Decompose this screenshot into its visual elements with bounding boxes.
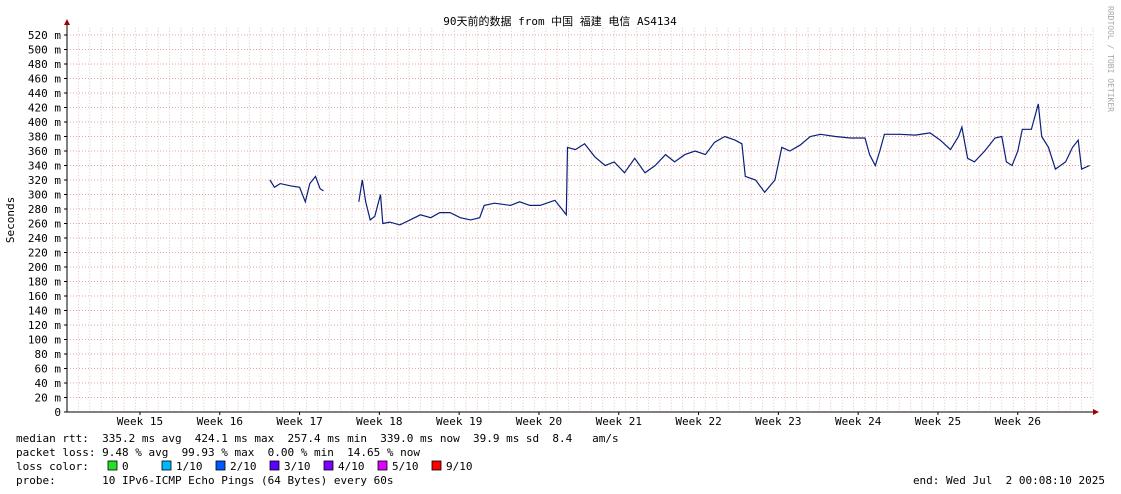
y-tick-label: 520 m [28, 29, 61, 42]
x-tick-label: Week 21 [596, 415, 642, 428]
x-tick-label: Week 18 [356, 415, 402, 428]
series-line [269, 103, 1090, 226]
y-tick-label: 300 m [28, 189, 61, 202]
legend-swatch [215, 460, 226, 471]
y-tick-label: 440 m [28, 87, 61, 100]
x-tick-label: Week 23 [755, 415, 801, 428]
y-tick-label: 320 m [28, 174, 61, 187]
legend-swatch [269, 460, 280, 471]
x-tick-label: Week 15 [117, 415, 163, 428]
y-tick-label: 220 m [28, 247, 61, 260]
legend-swatch [161, 460, 172, 471]
end-line: end: Wed Jul 2 00:08:10 2025 [913, 474, 1105, 487]
y-tick-label: 420 m [28, 102, 61, 115]
y-tick-label: 340 m [28, 160, 61, 173]
y-tick-label: 200 m [28, 261, 61, 274]
y-tick-label: 180 m [28, 276, 61, 289]
y-tick-label: 140 m [28, 305, 61, 318]
legend-swatch [107, 460, 118, 471]
y-tick-label: 120 m [28, 319, 61, 332]
x-tick-label: Week 25 [915, 415, 961, 428]
x-tick-label: Week 17 [276, 415, 322, 428]
y-tick-label: 160 m [28, 290, 61, 303]
y-tick-label: 40 m [35, 377, 62, 390]
stats-line: packet loss: 9.48 % avg 99.93 % max 0.00… [16, 446, 420, 459]
x-tick-label: Week 16 [197, 415, 243, 428]
legend-label: 4/10 [338, 460, 365, 473]
y-tick-label: 480 m [28, 58, 61, 71]
y-tick-label: 260 m [28, 218, 61, 231]
y-tick-label: 100 m [28, 334, 61, 347]
legend-label: 9/10 [446, 460, 473, 473]
x-tick-label: Week 22 [675, 415, 721, 428]
y-tick-label: 60 m [35, 363, 62, 376]
y-tick-label: 460 m [28, 73, 61, 86]
watermark: RRDTOOL / TOBI OETIKER [1106, 6, 1115, 112]
legend-label: 1/10 [176, 460, 203, 473]
x-tick-label: Week 19 [436, 415, 482, 428]
legend-label: 0 [122, 460, 129, 473]
loss-label: loss color: [16, 460, 89, 473]
x-axis-arrow [1093, 409, 1099, 415]
y-axis-arrow [64, 19, 70, 25]
y-tick-label: 500 m [28, 44, 61, 57]
y-tick-label: 20 m [35, 392, 62, 405]
y-tick-label: 380 m [28, 131, 61, 144]
plot [269, 103, 1090, 226]
legend-label: 2/10 [230, 460, 257, 473]
chart-title: 90天前的数据 from 中国 福建 电信 AS4134 [443, 14, 677, 28]
legend-label: 3/10 [284, 460, 311, 473]
y-tick-label: 360 m [28, 145, 61, 158]
legend-label: 5/10 [392, 460, 419, 473]
loss-legend: 0 1/10 2/10 3/10 4/10 5/10 9/10 [107, 460, 473, 473]
y-tick-label: 400 m [28, 116, 61, 129]
x-tick-label: Week 20 [516, 415, 562, 428]
y-tick-label: 240 m [28, 232, 61, 245]
y-axis-label: Seconds [4, 197, 17, 243]
legend-swatch [377, 460, 388, 471]
grid [64, 27, 1094, 415]
stats-line: median rtt: 335.2 ms avg 424.1 ms max 25… [16, 432, 619, 445]
legend-swatch [323, 460, 334, 471]
legend-swatch [431, 460, 442, 471]
x-tick-label: Week 24 [835, 415, 882, 428]
y-tick-label: 280 m [28, 203, 61, 216]
probe-line: probe: 10 IPv6-ICMP Echo Pings (64 Bytes… [16, 474, 394, 487]
y-tick-label: 80 m [35, 348, 62, 361]
y-tick-label: 0 [54, 406, 61, 419]
x-tick-label: Week 26 [995, 415, 1041, 428]
